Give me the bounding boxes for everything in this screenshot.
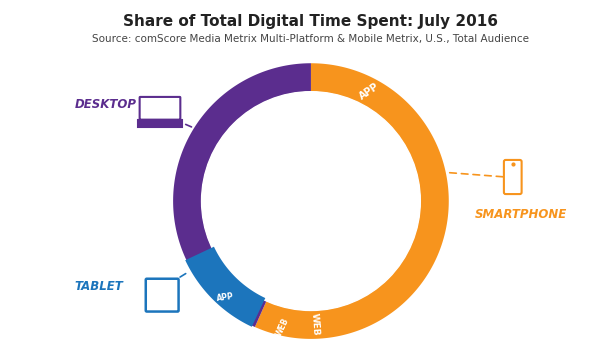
Polygon shape [255, 63, 449, 339]
FancyBboxPatch shape [504, 160, 521, 194]
Text: 2%: 2% [253, 223, 272, 233]
Wedge shape [228, 201, 311, 250]
Wedge shape [233, 201, 311, 284]
Text: 7%: 7% [288, 257, 307, 267]
FancyBboxPatch shape [140, 97, 181, 120]
Text: APP: APP [357, 82, 381, 102]
Text: Share of Total Digital Time Spent: July 2016: Share of Total Digital Time Spent: July … [124, 14, 499, 29]
Text: DESKTOP: DESKTOP [74, 98, 137, 111]
Text: SMARTPHONE: SMARTPHONE [475, 208, 567, 221]
Text: WEB: WEB [310, 313, 320, 336]
Polygon shape [173, 63, 311, 327]
Text: Source: comScore Media Metrix Multi-Platform & Mobile Metrix, U.S., Total Audien: Source: comScore Media Metrix Multi-Plat… [92, 34, 529, 44]
Text: 50%: 50% [350, 192, 397, 211]
Text: TABLET: TABLET [74, 280, 124, 293]
Text: 9%: 9% [261, 239, 282, 252]
FancyBboxPatch shape [139, 120, 182, 127]
Text: 32%: 32% [243, 161, 283, 179]
Polygon shape [185, 247, 265, 327]
Wedge shape [311, 109, 403, 293]
Text: WEB: WEB [275, 316, 291, 338]
Wedge shape [219, 109, 311, 240]
Circle shape [202, 92, 421, 310]
Text: APP: APP [217, 292, 235, 303]
FancyBboxPatch shape [146, 279, 179, 312]
Wedge shape [272, 201, 311, 293]
